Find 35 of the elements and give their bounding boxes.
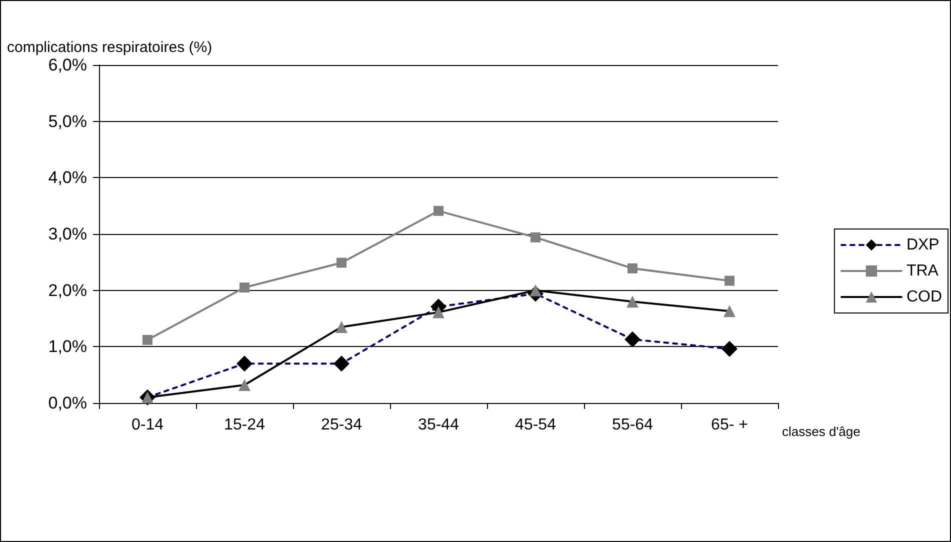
y-tick-label: 5,0% [48,112,87,131]
x-tick-label: 35-44 [418,416,460,434]
legend-label: COD [906,288,942,306]
point [724,276,734,286]
point [236,356,252,372]
x-tick-label: 45-54 [515,416,556,434]
y-tick-label: 2,0% [48,280,87,300]
y-tick-label: 4,0% [48,168,87,188]
point [624,331,640,348]
x-tick-label: 0-14 [131,416,164,434]
point [434,206,444,216]
point [240,282,250,293]
point [334,356,350,372]
y-axis-title: complications respiratoires (%) [7,39,212,56]
point [336,320,348,333]
x-tick-label: 25-34 [321,416,362,434]
point [628,263,638,274]
point [238,378,250,391]
point [432,306,444,318]
x-tick-label: 55-64 [612,416,654,434]
legend-label: TRA [906,262,939,280]
y-tick-label: 6,0% [48,56,87,74]
y-tick-label: 3,0% [48,224,87,244]
x-axis-title: classes d'âge [782,424,860,439]
y-tick-label: 1,0% [48,337,87,356]
y-tick-label: 0,0% [48,394,87,412]
point [142,334,152,345]
point [722,340,738,357]
legend-label: DXP [906,236,940,254]
x-tick-label: 15-24 [224,416,266,434]
x-tick-label: 65- + [711,416,748,434]
point [336,258,346,268]
point [530,232,540,242]
point [724,305,736,318]
point [626,296,638,308]
